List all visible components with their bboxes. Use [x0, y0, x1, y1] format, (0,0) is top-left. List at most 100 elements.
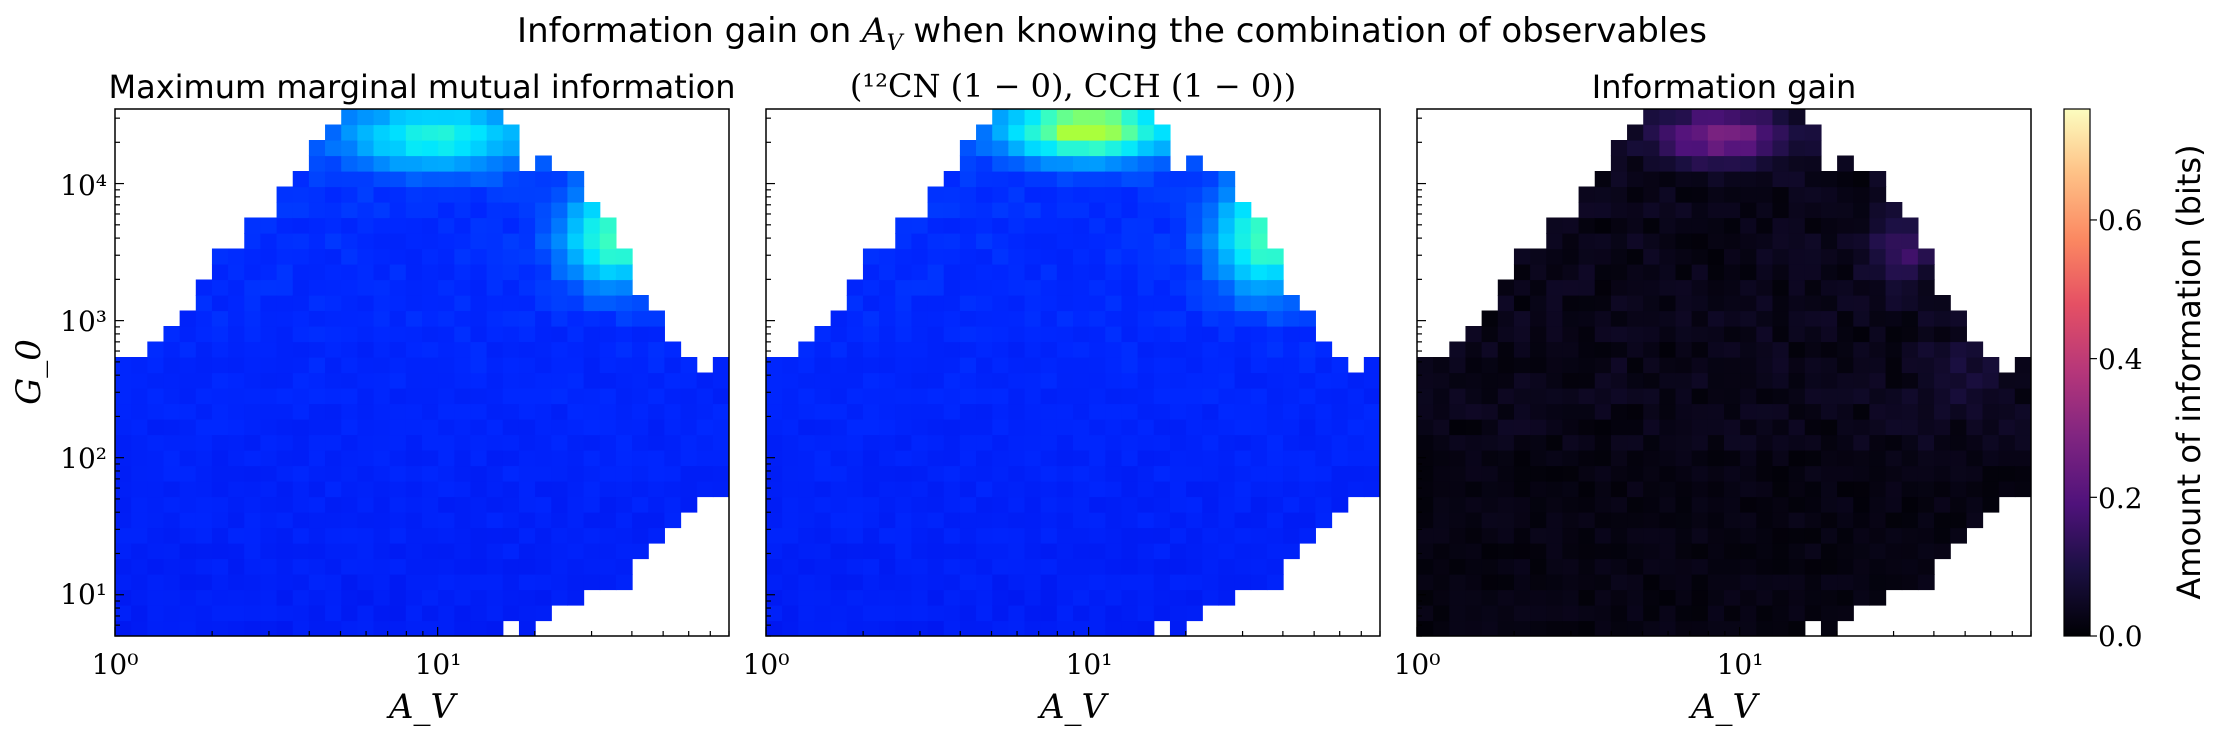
heatmap-cell — [1202, 574, 1220, 591]
heatmap-cell — [1089, 140, 1106, 157]
heatmap-cell — [518, 465, 536, 482]
heatmap-cell — [1363, 465, 1380, 482]
heatmap-cell — [1465, 496, 1483, 513]
heatmap-cell — [798, 434, 816, 451]
heatmap-cell — [943, 527, 961, 544]
heatmap-cell — [551, 341, 569, 358]
heatmap-cell — [1627, 434, 1644, 451]
heatmap-cell — [1218, 279, 1236, 296]
heatmap-cell — [1643, 605, 1660, 622]
heatmap-cell — [1546, 543, 1564, 560]
heatmap-cell — [1546, 558, 1564, 575]
heatmap-cell — [1837, 527, 1854, 544]
heatmap-cell — [422, 481, 439, 498]
heatmap-cell — [1008, 140, 1026, 157]
heatmap-cell — [1707, 140, 1725, 157]
heatmap-cell — [147, 434, 165, 451]
heatmap-cell — [405, 233, 423, 250]
heatmap-cell — [373, 109, 391, 126]
heatmap-cell — [648, 326, 665, 343]
heatmap-cell — [1788, 109, 1806, 126]
heatmap-cell — [276, 372, 294, 389]
heatmap-cell — [535, 589, 552, 606]
heatmap-cell — [1089, 496, 1106, 513]
heatmap-cell — [518, 310, 536, 327]
heatmap-cell — [1950, 341, 1967, 358]
heatmap-cell — [389, 589, 407, 606]
heatmap-cell — [373, 155, 391, 172]
heatmap-cell — [179, 620, 197, 636]
heatmap-cell — [341, 155, 358, 172]
heatmap-cell — [1024, 109, 1042, 126]
heatmap-cell — [846, 326, 864, 343]
heatmap-cell — [1804, 310, 1822, 327]
heatmap-cell — [308, 295, 326, 312]
heatmap-cell — [976, 419, 993, 436]
heatmap-cell — [1627, 403, 1644, 420]
heatmap-cell — [1465, 465, 1483, 482]
heatmap-cell — [438, 295, 455, 312]
heatmap-cell — [1740, 171, 1757, 188]
heatmap-cell — [632, 465, 649, 482]
heatmap-cell — [1707, 295, 1725, 312]
heatmap-cell — [341, 434, 358, 451]
heatmap-cell — [1202, 341, 1220, 358]
heatmap-cell — [1089, 202, 1106, 219]
heatmap-cell — [1804, 140, 1822, 157]
heatmap-cell — [1202, 326, 1220, 343]
heatmap-cell — [1610, 155, 1628, 172]
heatmap-cell — [1675, 481, 1693, 498]
heatmap-cell — [766, 605, 783, 622]
heatmap-cell — [1186, 605, 1203, 622]
heatmap-cell — [1056, 403, 1074, 420]
heatmap-cell — [1691, 620, 1709, 636]
heatmap-cell — [1724, 450, 1741, 467]
heatmap-cell — [1481, 326, 1499, 343]
heatmap-cell — [712, 450, 729, 467]
heatmap-cell — [1137, 155, 1155, 172]
heatmap-cell — [357, 512, 375, 529]
heatmap-cell — [1073, 574, 1090, 591]
heatmap-cell — [1675, 620, 1693, 636]
heatmap-cell — [1497, 419, 1515, 436]
heatmap-cell — [1449, 403, 1467, 420]
heatmap-cell — [927, 202, 945, 219]
heatmap-cell — [486, 574, 504, 591]
heatmap-cell — [1465, 326, 1483, 343]
heatmap-cell — [1202, 527, 1220, 544]
heatmap-cell — [1008, 341, 1026, 358]
heatmap-cell — [115, 589, 132, 606]
heatmap-cell — [1105, 295, 1123, 312]
heatmap-cell — [1056, 372, 1074, 389]
heatmap-cell — [1363, 403, 1380, 420]
heatmap-cell — [632, 496, 649, 513]
heatmap-cell — [798, 388, 816, 405]
heatmap-cell — [615, 496, 633, 513]
heatmap-cell — [1724, 171, 1741, 188]
heatmap-cell — [1433, 589, 1450, 606]
heatmap-cell — [1417, 512, 1434, 529]
heatmap-cell — [228, 558, 245, 575]
heatmap-cell — [325, 403, 342, 420]
heatmap-cell — [438, 388, 455, 405]
heatmap-cell — [1497, 388, 1515, 405]
heatmap-cell — [518, 186, 536, 203]
heatmap-cell — [1056, 140, 1074, 157]
heatmap-cell — [1643, 357, 1660, 374]
heatmap-cell — [1024, 434, 1042, 451]
heatmap-cell — [260, 558, 278, 575]
heatmap-cell — [1837, 186, 1854, 203]
heatmap-cell — [1169, 341, 1187, 358]
heatmap-cell — [486, 310, 504, 327]
heatmap-cell — [648, 434, 665, 451]
heatmap-cell — [486, 171, 504, 188]
heatmap-cell — [422, 589, 439, 606]
heatmap-cell — [1562, 326, 1580, 343]
heatmap-cell — [1449, 558, 1467, 575]
heatmap-cell — [373, 140, 391, 157]
heatmap-cell — [1659, 124, 1677, 141]
heatmap-cell — [943, 202, 961, 219]
heatmap-cell — [943, 233, 961, 250]
heatmap-cell — [1610, 450, 1628, 467]
heatmap-cell — [373, 171, 391, 188]
